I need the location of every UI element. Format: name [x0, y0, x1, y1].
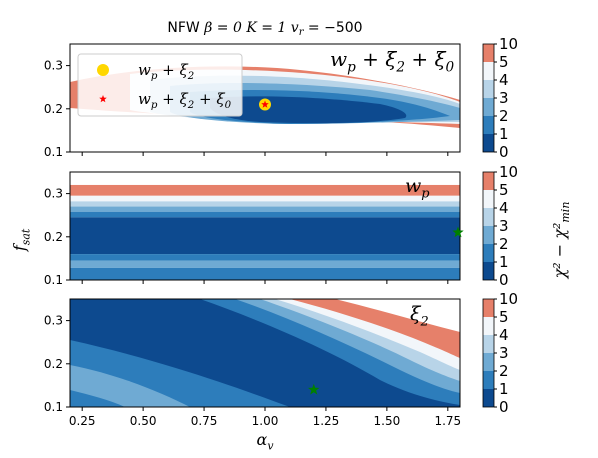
colorbar-segment [483, 335, 494, 353]
y-tick-label: 0.3 [44, 314, 63, 328]
contour-band-0-1 [70, 217, 460, 255]
colorbar-tick-label: 4 [499, 199, 509, 217]
legend-label: wp + ξ2 [138, 61, 194, 82]
colorbar-tick-label: 2 [499, 107, 509, 125]
best-fit-marker-star [452, 226, 464, 238]
colorbar-tick-label: 0 [499, 143, 509, 161]
contour-band-1-2-corner [70, 390, 125, 407]
contour-band-bottom [70, 267, 460, 280]
contour-band-0-1 [210, 96, 407, 124]
legend-label: wp + ξ2 + ξ0 [138, 90, 232, 111]
x-tick-label: 0.75 [191, 414, 218, 428]
x-tick-label: 1.50 [374, 414, 401, 428]
colorbar-segment [483, 172, 494, 190]
colorbar-tick-label: 5 [499, 53, 509, 71]
colorbar-tick-label: 3 [499, 344, 509, 362]
x-axis-label: αv [257, 430, 275, 452]
colorbar-segment [483, 190, 494, 208]
colorbar-tick-label: 1 [499, 380, 509, 398]
best-fit-marker-star [308, 383, 320, 395]
colorbar-segment [483, 244, 494, 262]
colorbar-segment [483, 353, 494, 371]
colorbar-tick-label: 10 [499, 290, 518, 308]
colorbar-tick-label: 4 [499, 71, 509, 89]
colorbar-tick-label: 1 [499, 253, 509, 271]
colorbar-segment [483, 80, 494, 98]
contour-band-3-4-upper [70, 201, 460, 207]
y-tick-label: 0.2 [44, 230, 63, 244]
legend: wp + ξ2 wp + ξ2 + ξ0 [77, 53, 243, 117]
colorbar-tick-label: 5 [499, 308, 509, 326]
legend-marker-circle [97, 64, 109, 76]
panel-label: ξ2 [410, 303, 429, 329]
y-tick-label: 0.1 [44, 145, 63, 159]
colorbar-tick-label: 3 [499, 89, 509, 107]
contour-band-2-3-lower [70, 365, 190, 407]
colorbar-segment [483, 44, 494, 62]
colorbar-tick-label: 0 [499, 398, 509, 416]
colorbar-segment [483, 134, 494, 152]
contour-band-5-10-upper [70, 184, 460, 196]
colorbar-tick-label: 10 [499, 163, 518, 181]
contour-band-1-2-upper [70, 211, 460, 218]
legend-marker-star [99, 95, 107, 103]
colorbar-label: χ² − χ²min [550, 202, 572, 280]
x-tick-label: 1.25 [313, 414, 340, 428]
y-tick-label: 0.2 [44, 357, 63, 371]
colorbar-segment [483, 317, 494, 335]
contour-band-4-5-upper [70, 195, 460, 202]
colorbar-segment [483, 62, 494, 80]
colorbar-segment [483, 98, 494, 116]
y-tick-label: 0.1 [44, 273, 63, 287]
contour-band-1-2-lower [70, 254, 460, 261]
x-tick-label: 0.25 [69, 414, 96, 428]
colorbar-tick-label: 5 [499, 181, 509, 199]
colorbar-segment [483, 389, 494, 407]
colorbar-tick-label: 3 [499, 217, 509, 235]
panel-label: wp + ξ2 + ξ0 [330, 47, 454, 76]
panel-xi2: 0.1 0.2 0.3 0.25 0.50 0.75 1.00 1.25 1.50 1.75 ξ2 [44, 298, 461, 428]
contour-band-above-10 [335, 299, 460, 332]
panel-wp: 0.1 0.2 0.3 wp [44, 171, 464, 287]
y-tick-label: 0.2 [44, 102, 63, 116]
y-tick-label: 0.3 [44, 187, 63, 201]
colorbar-segment [483, 226, 494, 244]
colorbar-tick-label: 10 [499, 35, 518, 53]
legend-box [77, 53, 243, 117]
colorbar-tick-label: 2 [499, 235, 509, 253]
contour-band-2-3-lower [70, 260, 460, 268]
colorbar-segment [483, 116, 494, 134]
x-tick-label: 1.00 [252, 414, 279, 428]
colorbar-segment [483, 262, 494, 280]
panel-wp-xi2-xi0: 0.1 0.2 0.3 wp + ξ2 + ξ0 wp + ξ2 wp + ξ2 + ξ0 [44, 43, 461, 159]
colorbar-segment [483, 371, 494, 389]
colorbar-tick-label: 4 [499, 326, 509, 344]
colorbar-tick-label: 0 [499, 271, 509, 289]
colorbar-tick-label: 1 [499, 125, 509, 143]
best-fit-marker-star [261, 100, 269, 108]
x-tick-label: 0.50 [130, 414, 157, 428]
figure-title: NFW β = 0 K = 1 vr = −500 [167, 20, 362, 38]
x-tick-label: 1.75 [434, 414, 461, 428]
y-tick-label: 0.3 [44, 59, 63, 73]
y-axis-label: fsat [10, 228, 32, 252]
panel-label: wp [405, 175, 430, 201]
y-tick-label: 0.1 [44, 400, 63, 414]
colorbar-tick-label: 2 [499, 362, 509, 380]
colorbar-segment [483, 208, 494, 226]
colorbar-segment [483, 299, 494, 317]
contour-band-2-3-upper [70, 206, 460, 212]
